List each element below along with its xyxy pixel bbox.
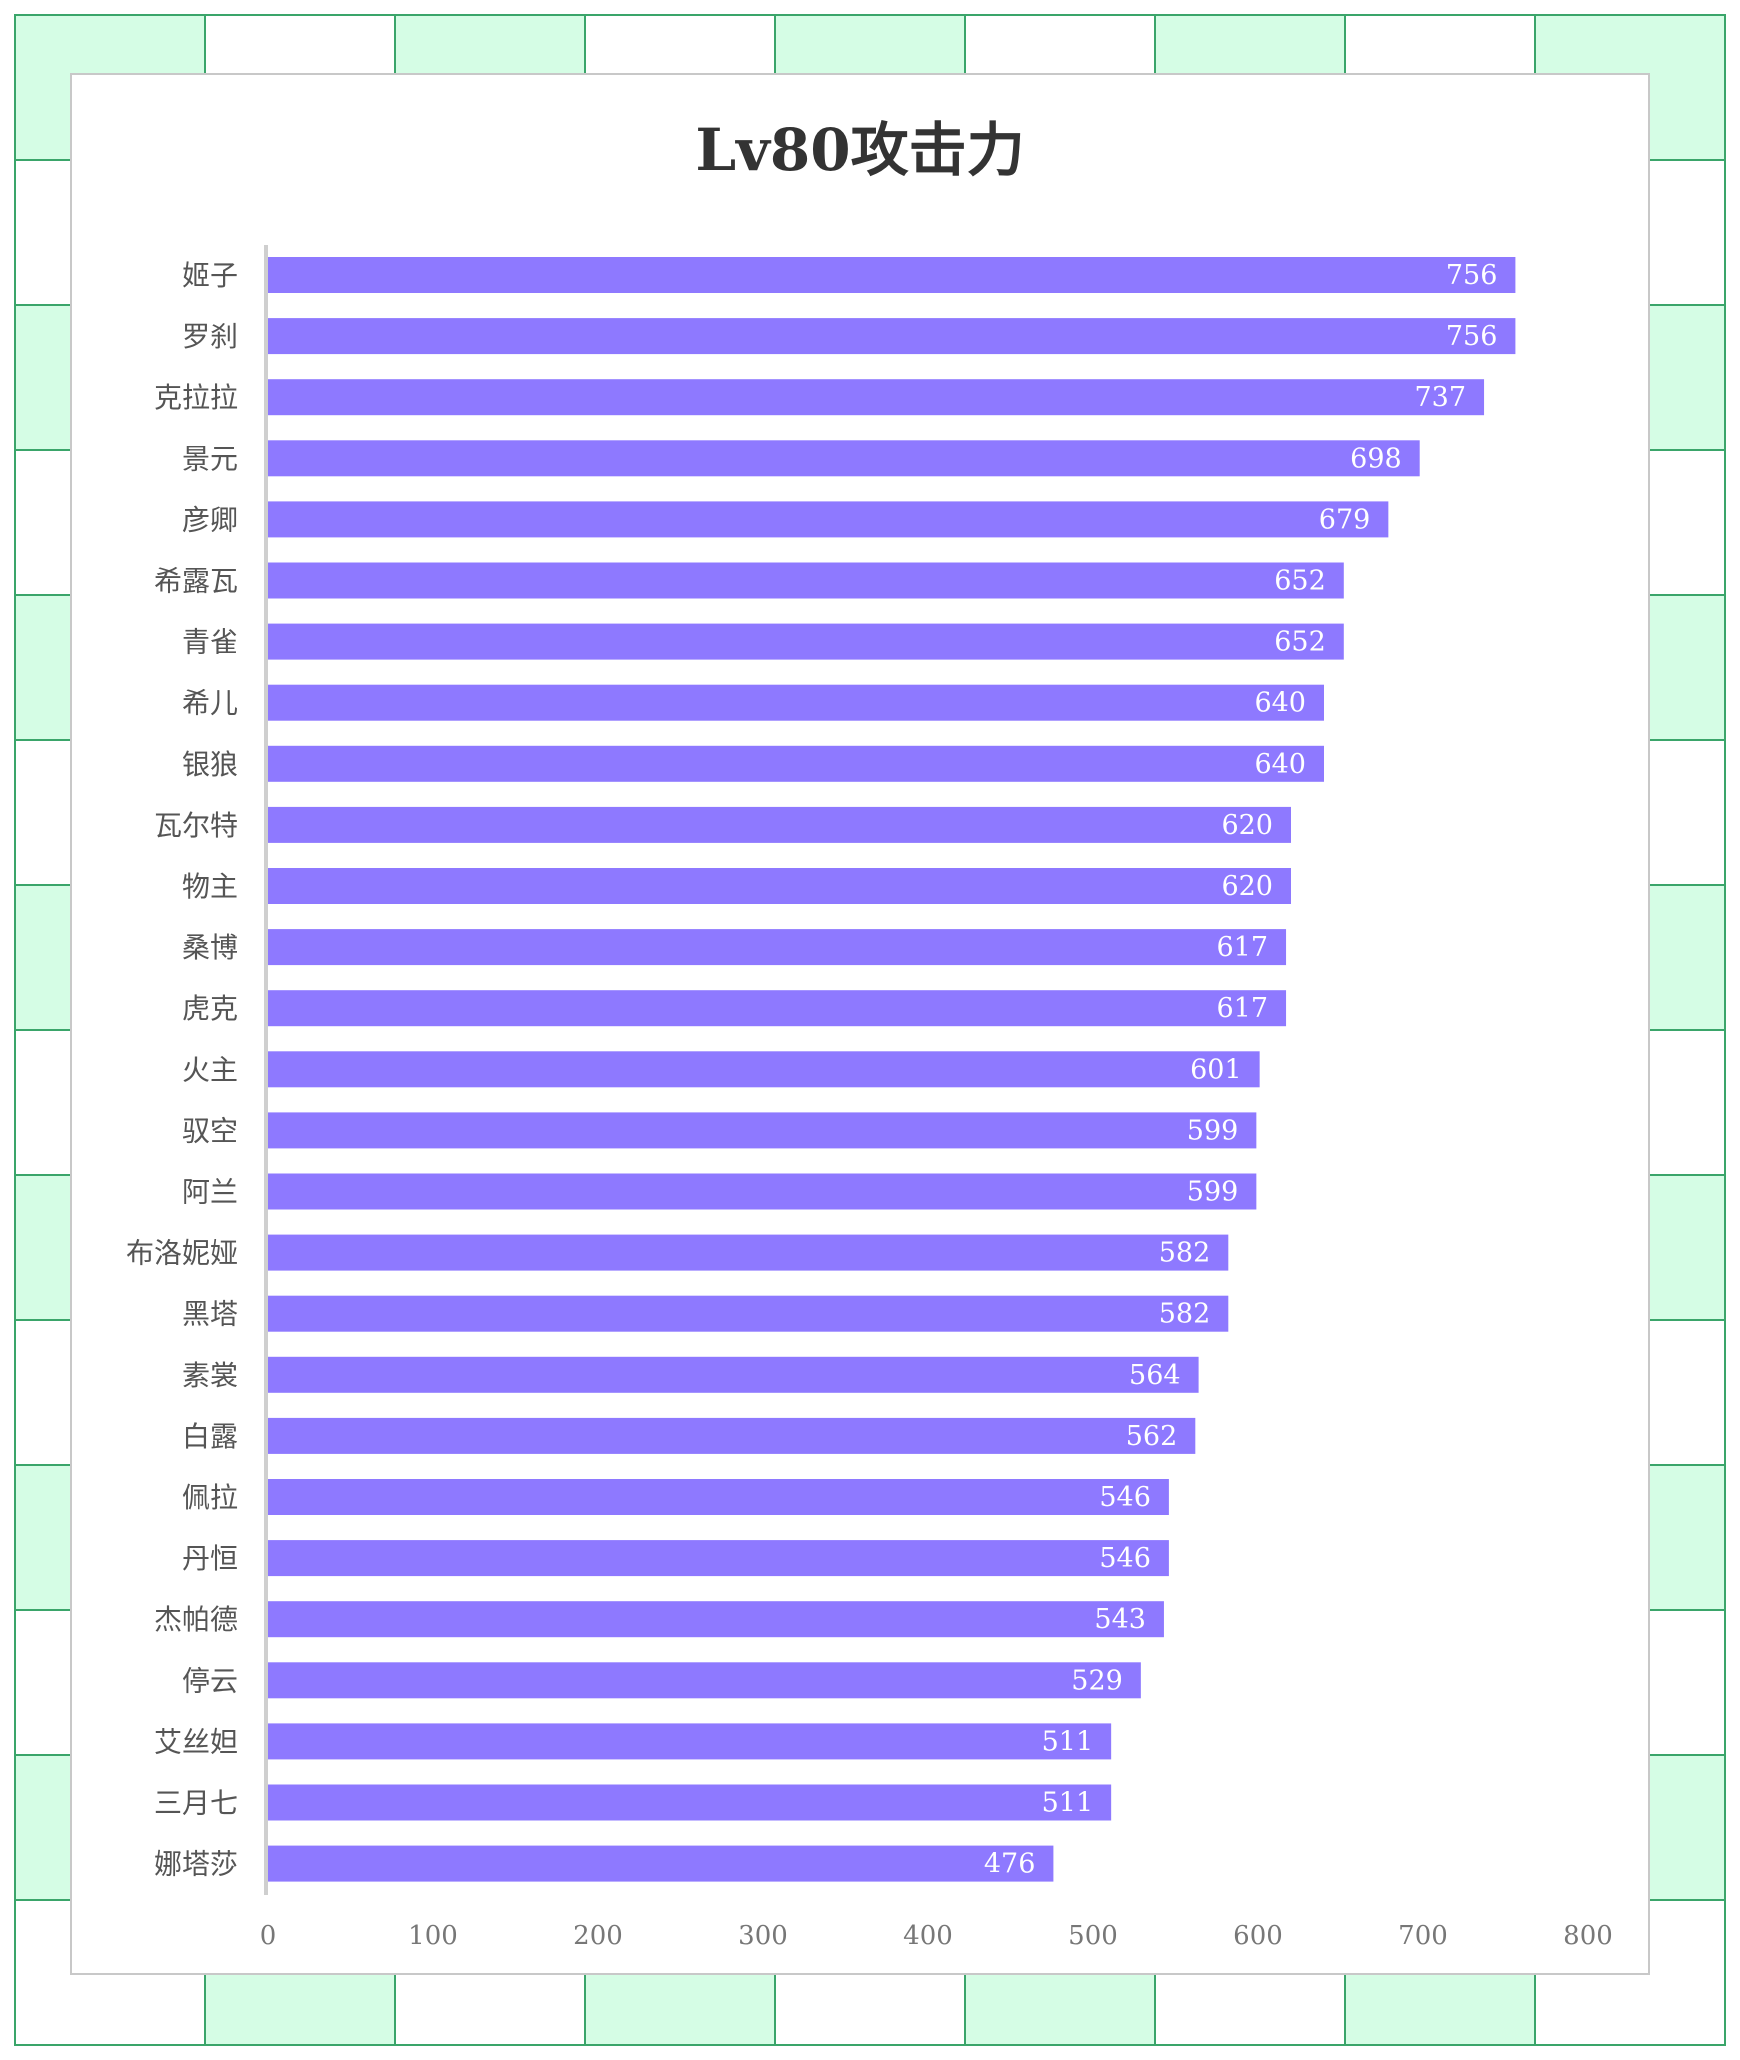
x-tick-label: 500	[1068, 1921, 1118, 1951]
bar	[268, 1295, 1229, 1332]
x-tick-label: 0	[260, 1921, 277, 1951]
category-label: 停云	[182, 1664, 238, 1697]
bar-value-label: 582	[1159, 1299, 1211, 1330]
x-tick-label: 300	[738, 1921, 788, 1951]
bar-value-label: 511	[1042, 1726, 1094, 1757]
x-axis-ticks: 0 100 200 300 400 500 600 700 800	[260, 1921, 1613, 1951]
category-label: 佩拉	[182, 1481, 238, 1514]
bar-value-label: 620	[1221, 810, 1273, 841]
bar-value-label: 620	[1221, 871, 1273, 902]
bar	[268, 318, 1516, 355]
bar	[268, 1051, 1260, 1088]
bar	[268, 1601, 1164, 1638]
bar-value-label: 562	[1126, 1421, 1178, 1452]
x-tick-label: 600	[1233, 1921, 1283, 1951]
bar	[268, 1479, 1169, 1515]
bar	[268, 1784, 1112, 1821]
bar	[268, 1173, 1257, 1210]
category-label: 克拉拉	[154, 381, 238, 414]
bar	[268, 1723, 1112, 1760]
category-label: 希儿	[182, 687, 238, 720]
category-label: 火主	[182, 1053, 238, 1086]
x-tick-label: 400	[903, 1921, 953, 1951]
bar-value-label: 698	[1350, 443, 1402, 474]
bar-value-label: 617	[1217, 993, 1269, 1024]
category-label: 三月七	[154, 1787, 238, 1820]
category-label: 娜塔莎	[154, 1848, 238, 1881]
bar-value-label: 652	[1274, 627, 1326, 658]
bar	[268, 745, 1324, 782]
category-label: 物主	[182, 870, 238, 903]
category-label: 白露	[182, 1420, 238, 1453]
category-label: 素裳	[182, 1359, 238, 1392]
bar	[268, 1112, 1257, 1149]
bar-value-label: 737	[1415, 382, 1467, 413]
bar-value-label: 640	[1254, 688, 1306, 719]
category-label: 景元	[182, 442, 238, 475]
category-label: 青雀	[182, 626, 238, 659]
bar	[268, 501, 1389, 538]
category-label: 丹恒	[182, 1542, 238, 1575]
bar	[268, 1540, 1169, 1577]
bar	[268, 623, 1344, 660]
bar	[268, 806, 1291, 843]
bar-value-label: 582	[1159, 1238, 1211, 1269]
category-label: 布洛妮娅	[126, 1237, 238, 1270]
bar	[268, 990, 1287, 1027]
bar	[268, 1845, 1054, 1882]
bar-value-label: 601	[1190, 1054, 1242, 1085]
category-label: 罗刹	[182, 320, 238, 353]
bar-value-label: 652	[1274, 566, 1326, 597]
category-label: 桑博	[182, 931, 238, 964]
x-tick-label: 700	[1398, 1921, 1448, 1951]
bar-value-label: 546	[1099, 1543, 1151, 1574]
bar	[268, 440, 1420, 477]
x-tick-label: 100	[408, 1921, 458, 1951]
category-label: 阿兰	[182, 1176, 238, 1209]
bar-value-label: 511	[1042, 1788, 1094, 1819]
bar-value-label: 543	[1094, 1604, 1146, 1635]
bar	[268, 1662, 1141, 1699]
bar	[268, 562, 1344, 599]
bar-value-label: 599	[1187, 1177, 1239, 1208]
category-label: 虎克	[182, 992, 238, 1025]
category-label: 彦卿	[182, 503, 238, 536]
bar-value-label: 546	[1099, 1482, 1151, 1513]
bar-value-label: 529	[1071, 1665, 1123, 1696]
labels-layer: 756 姬子 756 罗刹 737 克拉拉 698 景元 679 彦卿 652 希露瓦 652 青雀 640…	[126, 259, 1497, 1881]
bar	[268, 1417, 1196, 1454]
x-tick-label: 200	[573, 1921, 623, 1951]
bar-value-label: 564	[1129, 1360, 1181, 1391]
bar	[268, 379, 1485, 416]
category-label: 瓦尔特	[154, 809, 238, 842]
category-label: 艾丝妲	[154, 1725, 238, 1758]
bar-value-label: 476	[984, 1849, 1036, 1880]
bar-value-label: 599	[1187, 1115, 1239, 1146]
category-label: 驭空	[182, 1114, 238, 1147]
bar-value-label: 756	[1446, 321, 1498, 352]
bar	[268, 929, 1287, 966]
chart-title: Lv80攻击力	[695, 116, 1024, 184]
bar-value-label: 679	[1319, 504, 1371, 535]
category-label: 姬子	[182, 259, 238, 292]
category-label: 黑塔	[182, 1298, 238, 1331]
bars-layer	[268, 257, 1516, 1882]
bar	[268, 1234, 1229, 1271]
bar	[268, 257, 1516, 293]
bar-value-label: 640	[1254, 749, 1306, 780]
category-label: 银狼	[182, 748, 238, 781]
x-tick-label: 800	[1563, 1921, 1613, 1951]
bar-value-label: 756	[1446, 260, 1498, 291]
bar	[268, 868, 1291, 904]
bar	[268, 1356, 1199, 1393]
category-label: 希露瓦	[154, 565, 238, 598]
bar-value-label: 617	[1217, 932, 1269, 963]
category-label: 杰帕德	[154, 1603, 238, 1636]
bar	[268, 684, 1324, 721]
